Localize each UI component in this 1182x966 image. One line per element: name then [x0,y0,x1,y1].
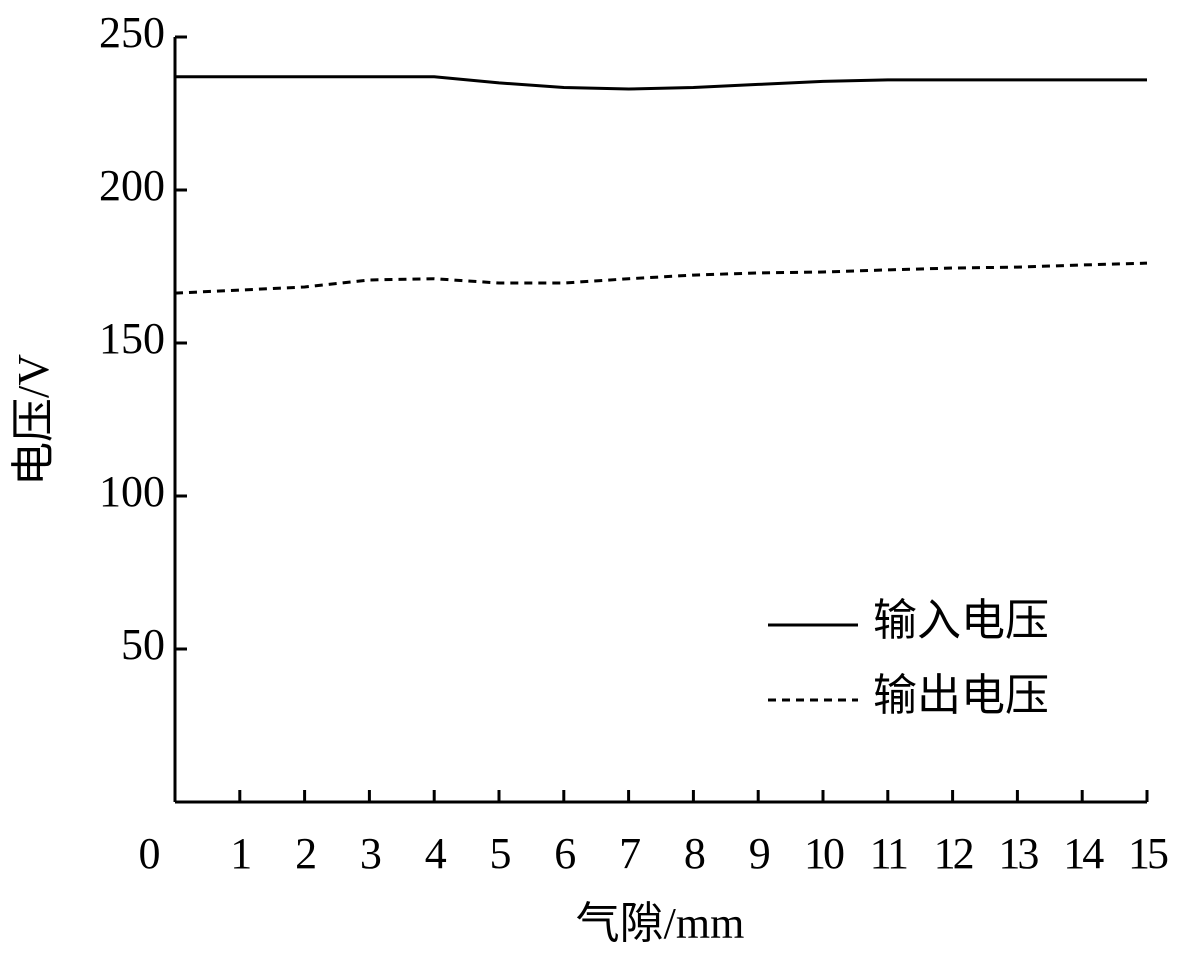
x-tick-label: 8 [684,829,705,878]
x-tick-label: 15 [1128,829,1168,878]
y-tick-label: 250 [99,8,165,57]
x-tick-label: 11 [870,829,907,878]
x-tick-label: 6 [554,829,575,878]
y-tick-label: 200 [99,161,165,210]
x-tick-label: 9 [749,829,770,878]
x-tick-label: 12 [934,829,973,878]
x-tick-label: 0 [139,829,160,878]
y-axis-label: 电压/V [9,354,58,486]
x-tick-label: 3 [360,829,381,878]
data-line [175,75,1147,91]
x-tick-label: 7 [619,829,640,878]
x-axis-label: 气隙/mm [576,899,745,948]
data-line [174,261,1148,295]
y-tick-label: 150 [99,314,165,363]
y-tick-label: 50 [121,620,165,669]
x-tick-label: 10 [804,829,844,878]
x-tick-label: 2 [295,829,315,878]
x-tick-label: 14 [1063,829,1104,878]
x-tick-label: 13 [998,829,1038,878]
x-tick-label: 5 [490,829,511,878]
x-tick-label: 4 [425,829,447,878]
y-tick-label: 100 [99,467,165,516]
legend-label: 输出电压 [873,671,1049,720]
x-tick-label: 1 [230,829,250,878]
legend-label: 输入电压 [873,596,1049,645]
